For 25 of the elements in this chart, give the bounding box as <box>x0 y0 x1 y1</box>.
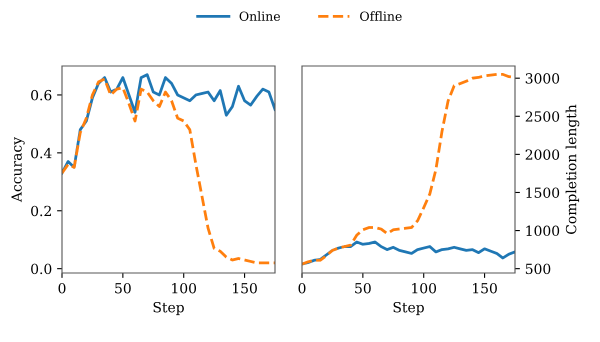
x-tick-label: 150 <box>473 282 497 294</box>
y-tick-label: 0.2 <box>31 206 51 216</box>
x-tick-label: 0 <box>58 282 66 294</box>
y-tick-label: 0.0 <box>31 264 52 274</box>
y-tick-label: 0.4 <box>31 148 52 158</box>
x-axis-title: Step <box>394 302 424 316</box>
y2-tick-label: 1500 <box>526 187 560 198</box>
y2-tick-label: 2000 <box>526 149 560 160</box>
legend-label: Offline <box>360 11 402 21</box>
x-tick-label: 100 <box>412 282 436 294</box>
x-tick-label: 50 <box>115 282 131 294</box>
x-tick-label: 50 <box>355 282 371 294</box>
legend-label: Online <box>240 11 280 21</box>
x-axis-title: Step <box>154 302 184 316</box>
x-tick-label: 100 <box>172 282 196 294</box>
y-axis-title: Accuracy <box>11 137 25 202</box>
y2-tick-label: 3000 <box>526 73 560 84</box>
y2-axis-title: Completion length <box>566 104 580 234</box>
y2-tick-label: 1000 <box>526 226 560 236</box>
x-tick-label: 0 <box>298 282 306 294</box>
line-series <box>62 78 275 264</box>
x-tick-label: 150 <box>233 282 257 294</box>
y-tick-label: 0.6 <box>31 90 52 100</box>
y2-tick-label: 2500 <box>526 111 560 122</box>
y2-tick-label: 500 <box>526 264 550 274</box>
